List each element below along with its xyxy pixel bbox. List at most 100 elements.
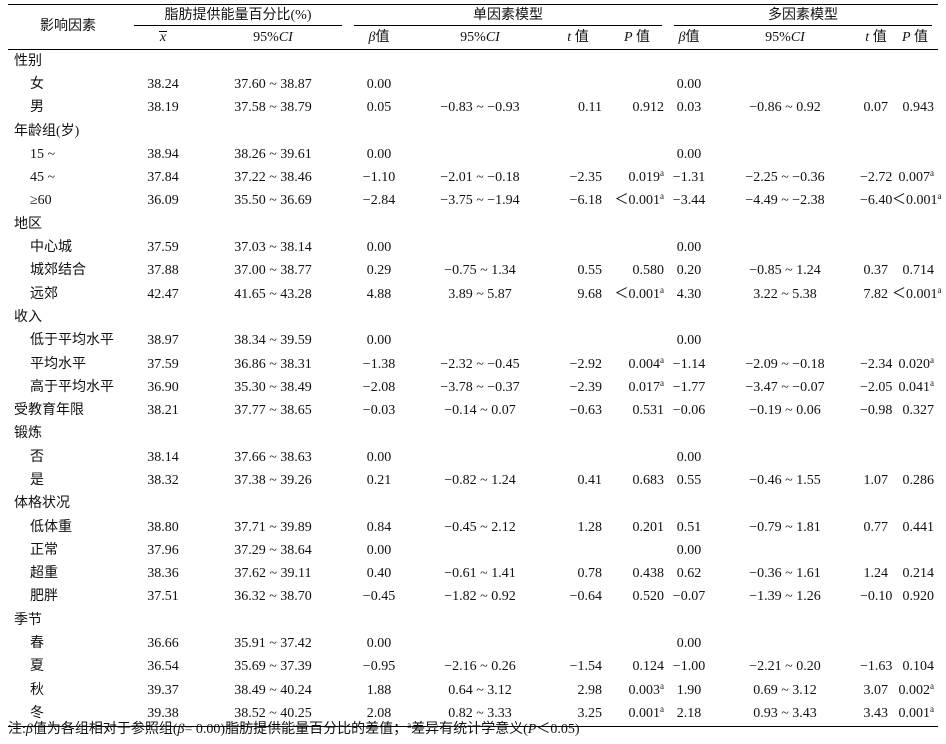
p-uni-cell: 0.001a: [606, 702, 668, 727]
mean-cell: 38.32: [147, 472, 179, 488]
table-row: 远郊 42.47 41.65 ~ 43.28 4.88 3.89 ~ 5.87 9.68 ＜…: [8, 283, 942, 306]
t-multi-cell: −6.40: [860, 193, 893, 209]
ci-cell: 37.22 ~ 38.46: [234, 170, 312, 186]
p-multi-cell: 0.001a: [892, 702, 938, 727]
p-multi-cell: 0.002a: [898, 680, 935, 698]
row-label: 超重: [30, 566, 58, 582]
p-multi-cell: 0.714: [902, 263, 935, 279]
row-label: 夏: [30, 659, 44, 675]
beta-uni-cell: 0.40: [366, 566, 392, 582]
t-uni-cell: [550, 632, 606, 655]
beta-uni-cell: 0.84: [366, 519, 392, 535]
p-uni-cell: 0.003a: [628, 680, 665, 698]
ci-multi-cell: −0.19 ~ 0.06: [749, 403, 821, 419]
ci-cell: 36.32 ~ 38.70: [234, 589, 312, 605]
header-beta-multi: β值: [668, 27, 710, 50]
p-multi-cell: 0.327: [902, 403, 935, 419]
table-row: 否 38.14 37.66 ~ 38.63 0.00 0.00: [8, 446, 938, 469]
t-uni-cell: [550, 120, 606, 143]
beta-multi-cell: 0.00: [676, 146, 702, 162]
ci-multi-cell: 0.93 ~ 3.43: [710, 702, 860, 727]
t-uni-cell: −2.92: [569, 356, 602, 372]
header-univariate: 单因素模型: [348, 4, 668, 27]
beta-uni-cell: −1.10: [362, 170, 396, 186]
t-uni-cell: −1.54: [569, 659, 602, 675]
t-uni-cell: [550, 423, 606, 446]
significance-mark: a: [930, 680, 934, 691]
mean-cell: 37.84: [147, 170, 179, 186]
table-row: 城郊结合 37.88 37.00 ~ 38.77 0.29 −0.75 ~ 1.34 0.…: [8, 260, 938, 283]
mean-cell: [128, 120, 198, 143]
significance-mark: a: [937, 284, 942, 295]
ci-uni-cell: [410, 213, 550, 236]
t-multi-cell: 0.07: [863, 100, 889, 116]
ci-uni-cell: [410, 236, 550, 259]
header-ci-uni: 95%CI: [410, 27, 550, 50]
mean-cell: 42.47: [147, 286, 179, 302]
mean-cell: 37.59: [147, 240, 179, 256]
table-row: 15 ~ 38.94 38.26 ~ 39.61 0.00 0.00: [8, 143, 938, 166]
beta-uni-cell: −2.84: [362, 193, 396, 209]
p-uni-cell: [606, 236, 668, 259]
p-uni-cell: [606, 213, 668, 236]
t-multi-cell: −2.05: [860, 379, 893, 395]
mean-cell: 37.51: [147, 589, 179, 605]
ci-uni-cell: [410, 446, 550, 469]
mean-cell: [128, 306, 198, 329]
beta-uni-cell: −1.38: [362, 356, 396, 372]
t-uni-cell: [550, 73, 606, 96]
group-row: 季节: [8, 609, 938, 632]
ci-cell: 36.86 ~ 38.31: [234, 356, 312, 372]
table-row: 平均水平 37.59 36.86 ~ 38.31 −1.38 −2.32 ~ −0.45…: [8, 353, 938, 376]
p-uni-cell: [606, 73, 668, 96]
t-uni-cell: [550, 213, 606, 236]
mean-cell: 38.21: [147, 403, 179, 419]
row-label: 15 ~: [30, 146, 56, 162]
beta-uni-cell: [348, 213, 410, 236]
t-uni-cell: [550, 143, 606, 166]
beta-multi-cell: 0.00: [676, 333, 702, 349]
p-uni-cell: 0.531: [632, 403, 665, 419]
t-multi-cell: 3.43: [860, 702, 892, 727]
table-row: 女 38.24 37.60 ~ 38.87 0.00 0.00: [8, 73, 938, 96]
row-label: 男: [30, 100, 44, 116]
ci-cell: [198, 423, 348, 446]
beta-multi-cell: 1.90: [676, 682, 702, 698]
t-uni-cell: [550, 306, 606, 329]
beta-uni-cell: 0.00: [366, 76, 392, 92]
p-uni-cell: [606, 50, 668, 74]
ci-cell: 38.52 ~ 40.25: [198, 702, 348, 727]
ci-multi-cell: [710, 632, 860, 655]
row-label: 体格状况: [14, 496, 70, 512]
p-uni-cell: 0.124: [632, 659, 665, 675]
t-multi-cell: [860, 446, 892, 469]
ci-cell: 41.65 ~ 43.28: [234, 286, 312, 302]
beta-multi-cell: −1.31: [672, 170, 706, 186]
beta-multi-cell: 2.18: [668, 702, 710, 727]
beta-uni-cell: [348, 493, 410, 516]
t-multi-cell: [860, 213, 892, 236]
ci-multi-cell: [710, 50, 860, 74]
beta-multi-cell: 4.30: [676, 286, 702, 302]
p-multi-cell: [892, 120, 938, 143]
significance-mark: a: [660, 703, 664, 714]
p-multi-cell: 0.007a: [898, 168, 935, 186]
ci-uni-cell: −2.01 ~ −0.18: [440, 170, 520, 186]
ci-uni-cell: −0.82 ~ 1.24: [444, 472, 516, 488]
t-uni-cell: [550, 330, 606, 353]
t-uni-cell: 0.78: [577, 566, 603, 582]
row-label: 45 ~: [30, 170, 56, 186]
beta-uni-cell: 0.05: [366, 100, 392, 116]
t-uni-cell: −2.35: [569, 170, 602, 186]
ci-cell: 37.38 ~ 39.26: [234, 472, 312, 488]
p-multi-cell: 0.441: [902, 519, 935, 535]
t-multi-cell: [860, 143, 892, 166]
beta-uni-cell: 0.29: [366, 263, 392, 279]
p-multi-cell: [892, 493, 938, 516]
ci-cell: 37.62 ~ 39.11: [234, 566, 312, 582]
significance-mark: a: [660, 377, 664, 388]
ci-multi-cell: −4.49 ~ −2.38: [745, 193, 825, 209]
p-multi-cell: [892, 446, 938, 469]
t-multi-cell: [860, 632, 892, 655]
beta-multi-cell: 0.62: [676, 566, 702, 582]
